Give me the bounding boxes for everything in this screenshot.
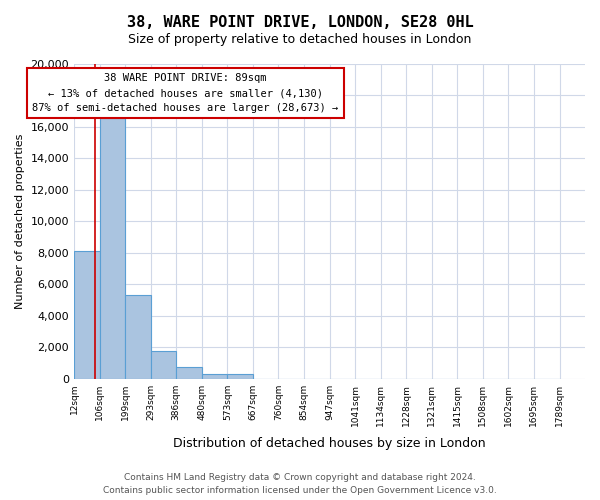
Bar: [176, 367, 202, 379]
Bar: [125, 296, 151, 379]
X-axis label: Distribution of detached houses by size in London: Distribution of detached houses by size …: [173, 437, 486, 450]
Bar: [202, 374, 227, 379]
Text: 38, WARE POINT DRIVE, LONDON, SE28 0HL: 38, WARE POINT DRIVE, LONDON, SE28 0HL: [127, 15, 473, 30]
Bar: [74, 252, 100, 379]
Y-axis label: Number of detached properties: Number of detached properties: [15, 134, 25, 309]
Bar: [100, 118, 125, 379]
Text: 38 WARE POINT DRIVE: 89sqm
← 13% of detached houses are smaller (4,130)
87% of s: 38 WARE POINT DRIVE: 89sqm ← 13% of deta…: [32, 74, 338, 113]
Bar: [227, 374, 253, 379]
Bar: [151, 350, 176, 379]
Text: Size of property relative to detached houses in London: Size of property relative to detached ho…: [128, 32, 472, 46]
Text: Contains HM Land Registry data © Crown copyright and database right 2024.
Contai: Contains HM Land Registry data © Crown c…: [103, 474, 497, 495]
